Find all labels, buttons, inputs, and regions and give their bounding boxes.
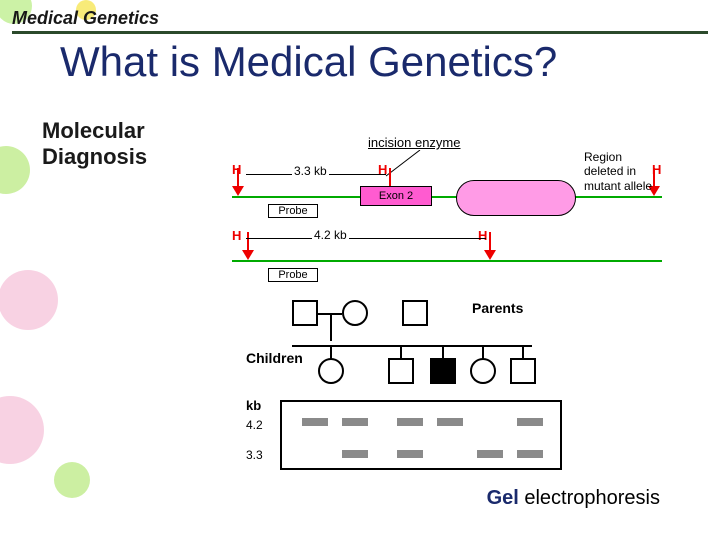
children-bar	[292, 345, 532, 347]
balloon	[0, 146, 30, 194]
allele2-probe: Probe	[268, 268, 318, 282]
gel-band	[342, 450, 368, 458]
parent-mother-1	[342, 300, 368, 326]
gel-tick-upper: 4.2	[246, 418, 263, 432]
child-drop-4	[482, 345, 484, 359]
child-2	[388, 358, 414, 384]
gel-band	[302, 418, 328, 426]
gel-band	[397, 450, 423, 458]
child-drop-2	[400, 345, 402, 359]
child-drop-3	[442, 345, 444, 359]
allele1-kb: 3.3 kb	[292, 164, 329, 178]
gel-tick-lower: 3.3	[246, 448, 263, 462]
parent-father-1	[292, 300, 318, 326]
parents-label: Parents	[472, 300, 523, 316]
child-5	[510, 358, 536, 384]
gel-band	[477, 450, 503, 458]
child-1	[318, 358, 344, 384]
gel-box	[280, 400, 562, 470]
allele2-arrow-left	[242, 232, 254, 262]
balloon	[54, 462, 90, 498]
allele1-arrow-left	[232, 168, 244, 198]
subtitle-line2: Diagnosis	[42, 144, 147, 169]
allele1-probe: Probe	[268, 204, 318, 218]
deleted-region-bubble	[456, 180, 576, 216]
subtitle: Molecular Diagnosis	[42, 118, 147, 171]
balloon	[0, 270, 58, 330]
child-drop-1	[330, 345, 332, 359]
footer-rest: electrophoresis	[519, 487, 660, 509]
header-bar: Medical Genetics	[12, 8, 708, 34]
gel-axis-label: kb	[246, 398, 261, 413]
deleted-region-text: Region deleted in mutant allele	[584, 150, 652, 193]
parent-father-2	[402, 300, 428, 326]
allele2-H-left: H	[232, 228, 241, 243]
allele1-dna	[232, 196, 662, 198]
gel-band	[517, 450, 543, 458]
rflp-diagram: H H H 3.3 kb Probe Exon 2 Region deleted…	[232, 150, 672, 470]
couple1-v	[330, 313, 332, 341]
page-title: What is Medical Genetics?	[60, 38, 557, 86]
gel-band	[437, 418, 463, 426]
child-4	[470, 358, 496, 384]
incision-enzyme-label: incision enzyme	[368, 135, 461, 150]
balloon	[0, 396, 44, 464]
allele2-kb: 4.2 kb	[312, 228, 349, 242]
header-text: Medical Genetics	[12, 8, 159, 28]
gel-band	[517, 418, 543, 426]
allele1-exon2: Exon 2	[360, 186, 432, 206]
footer-caption: Gel electrophoresis	[487, 487, 660, 510]
allele2-dna	[232, 260, 662, 262]
allele2-bracket	[246, 238, 486, 239]
subtitle-line1: Molecular	[42, 118, 145, 143]
footer-bold: Gel	[487, 487, 519, 509]
child-3	[430, 358, 456, 384]
child-drop-5	[522, 345, 524, 359]
children-label: Children	[246, 350, 303, 366]
gel-band	[342, 418, 368, 426]
allele2-arrow-right	[484, 232, 496, 262]
gel-band	[397, 418, 423, 426]
